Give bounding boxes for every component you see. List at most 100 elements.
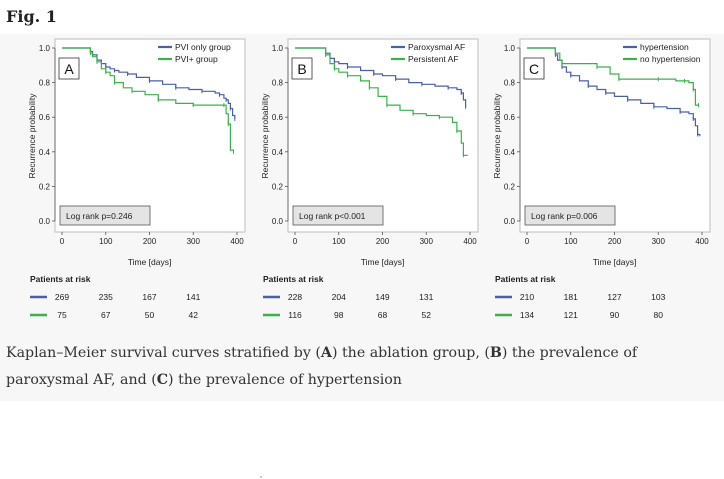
panel-b: 0.0 0.2 0.4 0.6 0.8 1.0 0 100 200 300 400 Time [day… (260, 38, 479, 320)
panel-letter-box (291, 57, 313, 80)
logrank-text: Log rank p=0.246 (66, 211, 133, 221)
stray-mark (260, 476, 262, 478)
y-tick-label: 1.0 (272, 44, 284, 53)
legend-label: Persistent AF (408, 54, 459, 64)
panel-a: 0.0 0.2 0.4 0.6 0.8 1.0 0 100 200 300 400 Time [day… (27, 38, 246, 320)
figure-caption: Kaplan–Meier survival curves stratified … (6, 340, 718, 394)
risk-count: 67 (101, 310, 111, 320)
y-axis-label: Recurrence probability (492, 93, 502, 179)
legend-label: no hypertension (640, 54, 701, 64)
legend-label: hypertension (640, 42, 689, 52)
caption-text-1: Kaplan–Meier survival curves stratified … (6, 345, 321, 361)
plot-frame (519, 38, 711, 233)
y-tick-label: 0.2 (504, 182, 516, 191)
x-tick-label: 200 (143, 237, 157, 246)
y-tick-label: 0.6 (504, 113, 516, 122)
figure-label: Fig. 1 (6, 7, 57, 26)
km-curve (295, 47, 467, 107)
x-tick-label: 400 (463, 237, 477, 246)
risk-count: 90 (610, 310, 620, 320)
legend-label: PVI+ group (175, 54, 218, 64)
risk-count: 50 (145, 310, 155, 320)
risk-count: 75 (57, 310, 67, 320)
risk-count: 269 (55, 292, 69, 302)
logrank-text: Log rank p<0.001 (299, 211, 366, 221)
figure-image: 0.0 0.2 0.4 0.6 0.8 1.0 0 100 200 300 400 Time [day… (0, 34, 724, 401)
y-tick-label: 0.6 (39, 113, 51, 122)
y-tick-label: 1.0 (39, 44, 51, 53)
plot-frame (287, 38, 479, 233)
risk-count: 98 (334, 310, 344, 320)
x-tick-label: 200 (376, 237, 390, 246)
risk-table-title: Patients at risk (30, 274, 91, 284)
kaplan-meier-figure: 0.0 0.2 0.4 0.6 0.8 1.0 0 100 200 300 400 Time [day… (27, 38, 711, 320)
x-axis-label: Time [days] (128, 257, 172, 267)
panel-letter-box (58, 57, 80, 80)
risk-count: 228 (288, 292, 302, 302)
risk-count: 141 (186, 292, 200, 302)
risk-count: 210 (520, 292, 534, 302)
y-tick-label: 0.4 (39, 148, 51, 157)
logrank-box (59, 205, 151, 226)
risk-count: 116 (288, 310, 302, 320)
risk-count: 127 (607, 292, 621, 302)
y-tick-label: 0.0 (504, 217, 516, 226)
y-tick-label: 0.4 (504, 148, 516, 157)
x-tick-label: 300 (187, 237, 201, 246)
caption-bold-a: A (320, 345, 332, 361)
y-tick-label: 0.8 (39, 79, 51, 88)
risk-count: 80 (654, 310, 664, 320)
km-curve (295, 47, 468, 156)
km-curve (527, 47, 699, 106)
risk-count: 181 (564, 292, 578, 302)
caption-text-2: ) the ablation group, ( (331, 345, 490, 361)
risk-count: 103 (651, 292, 665, 302)
panel-letter: C (529, 61, 539, 77)
x-tick-label: 100 (332, 237, 346, 246)
y-tick-label: 0.4 (272, 148, 284, 157)
legend-label: PVI only group (175, 42, 231, 52)
x-axis-label: Time [days] (593, 257, 637, 267)
y-tick-label: 0.2 (272, 182, 284, 191)
y-tick-label: 0.8 (272, 79, 284, 88)
caption-text-4: ) the prevalence of hypertension (168, 372, 402, 388)
y-tick-label: 0.0 (39, 217, 51, 226)
x-tick-label: 200 (608, 237, 622, 246)
risk-table-title: Patients at risk (495, 274, 556, 284)
caption-bold-b: B (489, 345, 502, 361)
risk-count: 134 (520, 310, 534, 320)
caption-bold-c: C (156, 372, 169, 388)
x-tick-label: 100 (99, 237, 113, 246)
x-tick-label: 0 (525, 237, 530, 246)
risk-count: 52 (422, 310, 432, 320)
risk-table-title: Patients at risk (263, 274, 324, 284)
y-axis-label: Recurrence probability (260, 93, 270, 179)
risk-count: 42 (189, 310, 199, 320)
risk-count: 235 (99, 292, 113, 302)
panel-letter: B (297, 61, 306, 77)
risk-count: 121 (564, 310, 578, 320)
caption-text-3: ) the prevalence of paroxysmal AF, and ( (6, 345, 638, 388)
y-tick-label: 0.0 (272, 217, 284, 226)
panel-c: 0.0 0.2 0.4 0.6 0.8 1.0 0 100 200 300 400 Time [day… (492, 38, 711, 320)
y-tick-label: 1.0 (504, 44, 516, 53)
x-axis-label: Time [days] (361, 257, 405, 267)
x-tick-label: 400 (230, 237, 244, 246)
x-tick-label: 0 (60, 237, 65, 246)
y-tick-label: 0.2 (39, 182, 51, 191)
y-tick-label: 0.6 (272, 113, 284, 122)
y-tick-label: 0.8 (504, 79, 516, 88)
logrank-box (524, 205, 616, 226)
x-tick-label: 300 (420, 237, 434, 246)
risk-count: 204 (332, 292, 346, 302)
risk-count: 167 (142, 292, 156, 302)
plot-frame (54, 38, 246, 233)
logrank-box (292, 205, 384, 226)
y-axis-label: Recurrence probability (27, 93, 37, 179)
x-tick-label: 400 (695, 237, 709, 246)
legend-label: Paroxysmal AF (408, 42, 465, 52)
x-tick-label: 300 (652, 237, 666, 246)
logrank-text: Log rank p=0.006 (531, 211, 598, 221)
panel-letter: A (64, 61, 74, 77)
panel-letter-box (523, 57, 545, 80)
